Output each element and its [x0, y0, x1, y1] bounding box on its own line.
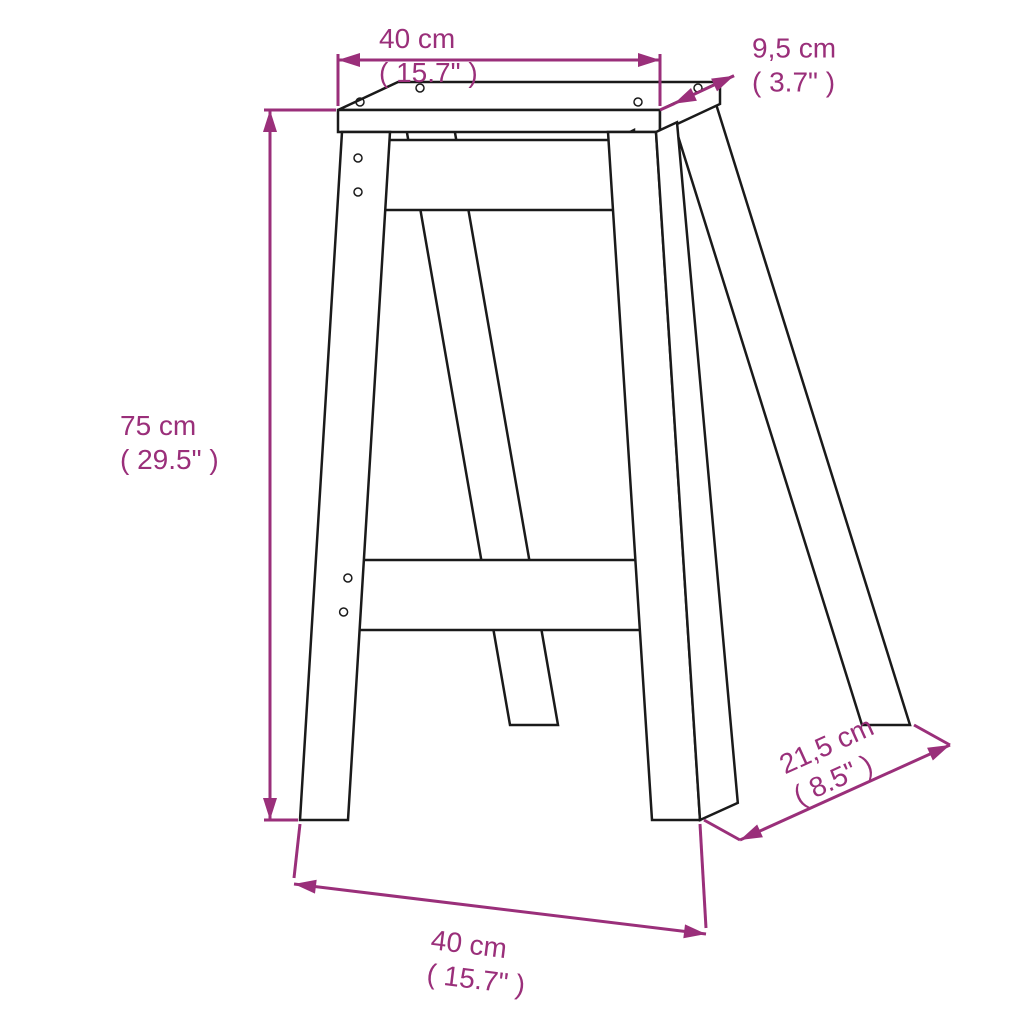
dim-top_depth-label: 9,5 cm — [752, 33, 836, 64]
dim-height-label: 75 cm — [120, 410, 196, 441]
dim-base_width-label-in: ( 15.7" ) — [425, 958, 527, 1001]
dim-base_width-label: 40 cm — [429, 924, 508, 964]
dim-top_depth-label-in: ( 3.7" ) — [752, 67, 835, 98]
dim-height-label-in: ( 29.5" ) — [120, 444, 219, 475]
dim-top_width-label: 40 cm — [379, 23, 455, 54]
dim-top_width-label-in: ( 15.7" ) — [379, 57, 478, 88]
